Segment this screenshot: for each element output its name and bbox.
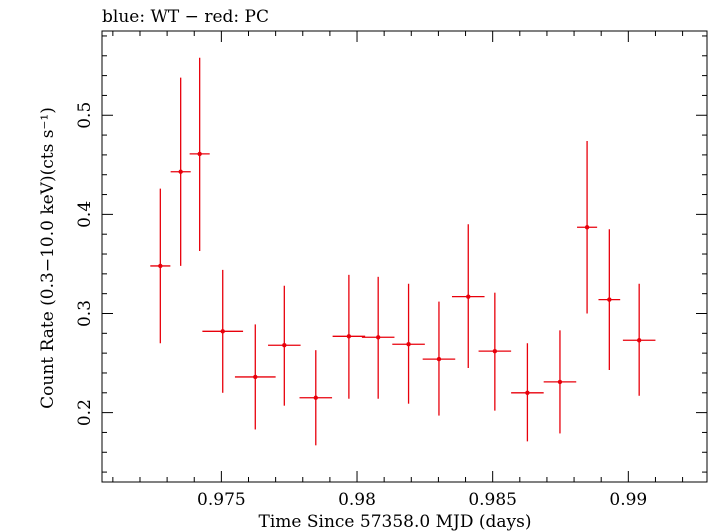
data-marker (525, 390, 530, 395)
data-marker (557, 379, 563, 385)
data-point (392, 283, 425, 404)
data-marker (220, 329, 225, 334)
data-marker (406, 342, 411, 347)
data-point (268, 285, 301, 406)
data-marker (375, 335, 381, 340)
data-marker (607, 297, 612, 302)
data-marker (197, 151, 202, 157)
data-point (332, 274, 366, 399)
data-point (361, 276, 395, 399)
y-tick-label: 0.3 (75, 300, 95, 327)
data-point (577, 141, 598, 314)
x-tick-label: 0.98 (338, 490, 376, 510)
y-axis-tick-labels: 0.2 0.3 0.4 0.5 (75, 102, 95, 426)
data-point (234, 324, 276, 430)
data-marker (253, 374, 258, 380)
data-marker (492, 348, 498, 354)
x-axis-ticks (112, 31, 684, 482)
x-axis-title: Time Since 57358.0 MJD (days) (259, 512, 532, 532)
data-point (511, 343, 544, 442)
data-marker (636, 338, 642, 343)
data-point (451, 224, 485, 369)
data-marker (466, 294, 471, 299)
data-point (478, 292, 512, 411)
x-tick-label: 0.985 (468, 490, 517, 510)
data-marker (346, 334, 352, 339)
data-marker (158, 263, 163, 269)
data-marker (178, 169, 183, 174)
y-axis-ticks (102, 35, 707, 473)
data-marker (282, 343, 287, 348)
x-tick-label: 0.975 (197, 490, 246, 510)
data-marker (313, 395, 318, 400)
data-point (422, 301, 456, 416)
y-tick-label: 0.4 (75, 201, 95, 228)
data-point (170, 77, 191, 266)
data-series-pc (150, 57, 656, 446)
data-point (543, 330, 577, 434)
chart-title: blue: WT − red: PC (102, 7, 269, 27)
data-point (598, 229, 621, 370)
y-tick-label: 0.5 (75, 102, 95, 129)
x-tick-label: 0.99 (609, 490, 647, 510)
plot-frame (101, 30, 708, 483)
data-point (150, 188, 171, 344)
data-marker (584, 225, 590, 230)
data-point (189, 57, 210, 252)
data-point (622, 283, 656, 396)
data-point (299, 350, 333, 446)
data-point (202, 269, 244, 393)
x-axis-tick-labels: 0.975 0.98 0.985 0.99 (197, 490, 647, 510)
data-marker (436, 356, 442, 362)
y-tick-label: 0.2 (75, 399, 95, 426)
y-axis-title: Count Rate (0.3−10.0 keV)(cts s⁻¹) (38, 107, 58, 409)
